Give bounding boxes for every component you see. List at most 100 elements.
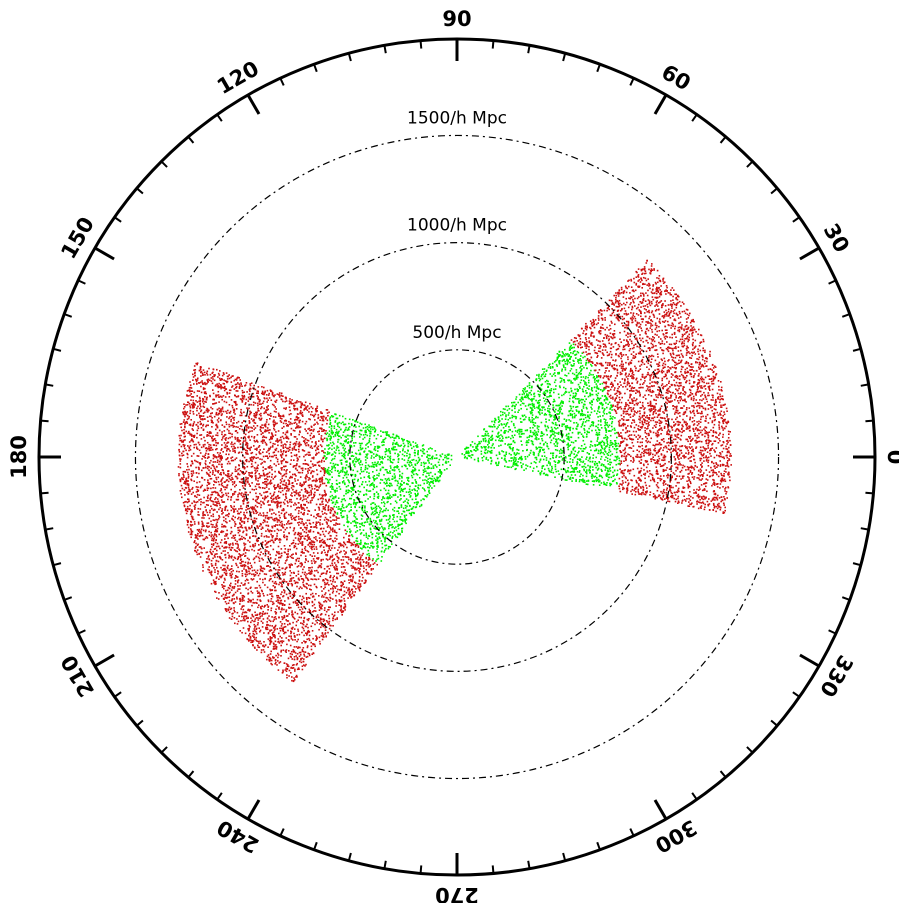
data-point [661, 371, 663, 374]
data-point [553, 398, 555, 401]
data-point [683, 340, 686, 342]
data-point [579, 418, 581, 421]
data-point [522, 419, 525, 421]
data-point [682, 477, 684, 479]
data-point [378, 536, 381, 538]
data-point [345, 440, 347, 442]
data-point [590, 335, 592, 337]
data-point [577, 412, 580, 414]
data-point [651, 390, 654, 392]
data-point [667, 430, 669, 432]
data-point [593, 386, 596, 388]
data-point [704, 420, 706, 422]
data-point [618, 424, 620, 426]
data-point [515, 462, 518, 465]
data-point [667, 399, 669, 402]
data-point [554, 449, 557, 451]
data-point [399, 516, 402, 518]
data-point [368, 424, 370, 426]
data-point [622, 346, 625, 348]
data-point [545, 413, 548, 416]
data-point [672, 486, 674, 489]
data-point [401, 472, 404, 475]
data-point [371, 426, 373, 429]
data-point [577, 423, 579, 426]
data-point [644, 267, 646, 270]
data-point [432, 467, 434, 469]
data-point [639, 407, 642, 409]
data-point [653, 292, 655, 295]
data-point [578, 464, 581, 466]
data-point [725, 425, 727, 428]
data-point [687, 468, 689, 471]
data-point [557, 410, 559, 412]
data-point [397, 525, 399, 527]
data-point [544, 408, 546, 411]
data-point [410, 514, 413, 517]
data-point [648, 452, 650, 455]
data-point [702, 398, 705, 400]
data-point [645, 279, 648, 282]
data-point [388, 546, 390, 548]
data-point [483, 428, 486, 430]
data-point [633, 332, 635, 335]
data-point [630, 302, 632, 304]
data-point [669, 352, 672, 355]
data-point [525, 390, 527, 393]
data-point [635, 378, 637, 381]
data-point [604, 408, 606, 410]
data-point [555, 404, 557, 407]
data-point [712, 394, 714, 397]
data-point [356, 530, 359, 532]
data-point [417, 453, 419, 455]
data-point [716, 483, 718, 485]
data-point [420, 462, 423, 464]
data-point [593, 463, 596, 465]
data-point [381, 460, 383, 463]
data-point [609, 388, 612, 391]
data-point [337, 438, 340, 441]
data-point [639, 410, 641, 412]
data-point [694, 393, 697, 395]
data-point [578, 362, 580, 364]
data-point [467, 452, 469, 455]
data-point [606, 398, 609, 401]
data-point [691, 420, 694, 423]
data-point [388, 527, 390, 530]
data-point [395, 448, 398, 451]
data-point [561, 457, 564, 460]
data-point [578, 410, 581, 413]
data-point [655, 466, 658, 468]
data-point [614, 432, 616, 435]
data-point [596, 412, 598, 415]
data-point [433, 485, 436, 487]
data-point [609, 458, 611, 461]
data-point [600, 424, 602, 426]
data-point [687, 440, 689, 443]
data-point [404, 451, 406, 453]
data-point [482, 438, 485, 440]
data-point [409, 496, 412, 498]
data-point [351, 534, 353, 536]
data-point [656, 443, 658, 446]
data-point [604, 450, 606, 452]
data-point [570, 380, 572, 383]
data-point [664, 462, 666, 465]
data-point [423, 448, 425, 451]
data-point [646, 373, 649, 376]
data-point [391, 535, 394, 538]
data-point [529, 466, 532, 468]
data-point [330, 431, 333, 434]
data-point [384, 537, 387, 540]
data-point [659, 322, 661, 324]
data-point [538, 402, 541, 404]
data-point [608, 473, 611, 476]
data-point [585, 472, 588, 475]
data-point [649, 377, 652, 379]
data-point [334, 491, 336, 493]
series-1 [177, 259, 732, 683]
data-point [567, 467, 570, 469]
data-point [398, 486, 401, 488]
data-point [686, 345, 688, 348]
data-point [426, 472, 428, 474]
